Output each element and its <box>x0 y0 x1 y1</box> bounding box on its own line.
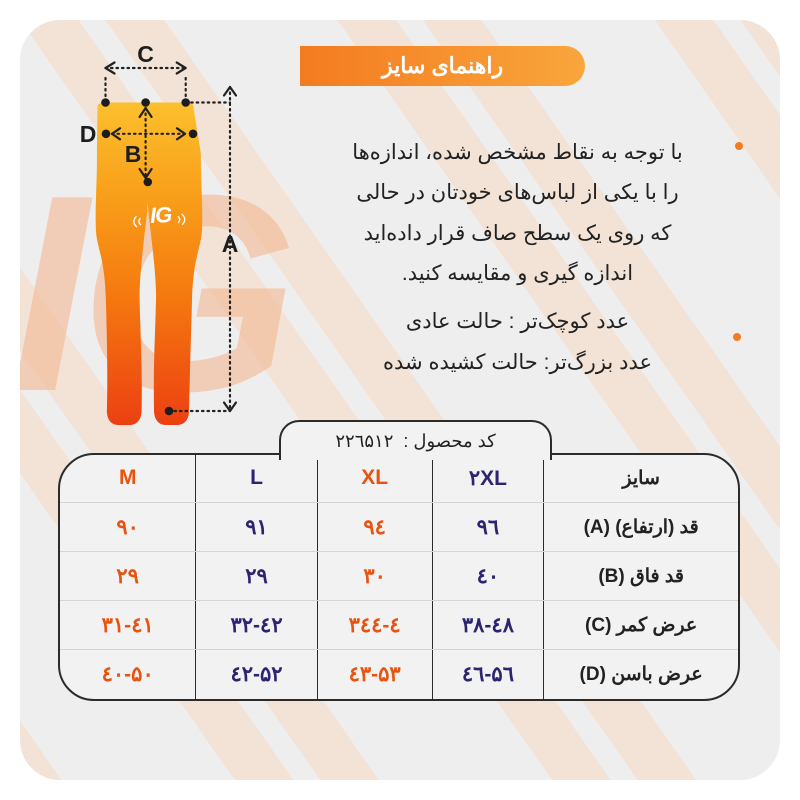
svg-text:C: C <box>137 41 154 67</box>
svg-text:A: A <box>222 231 239 257</box>
svg-text:B: B <box>125 141 142 167</box>
svg-text:D: D <box>80 121 97 147</box>
